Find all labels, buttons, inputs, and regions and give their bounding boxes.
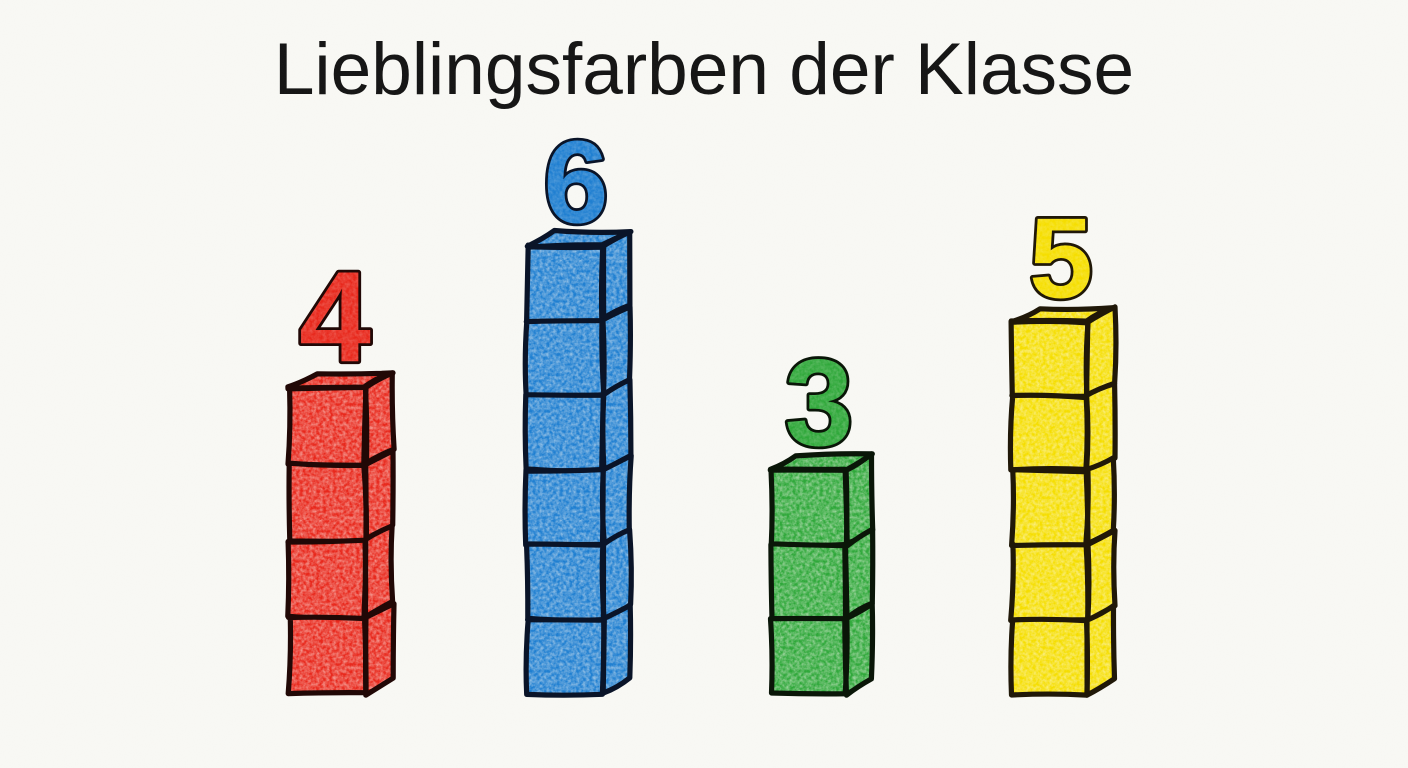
- svg-text:5: 5: [1029, 194, 1093, 322]
- svg-text:3: 3: [785, 335, 853, 472]
- svg-text:6: 6: [544, 117, 609, 248]
- svg-text:4: 4: [299, 245, 371, 389]
